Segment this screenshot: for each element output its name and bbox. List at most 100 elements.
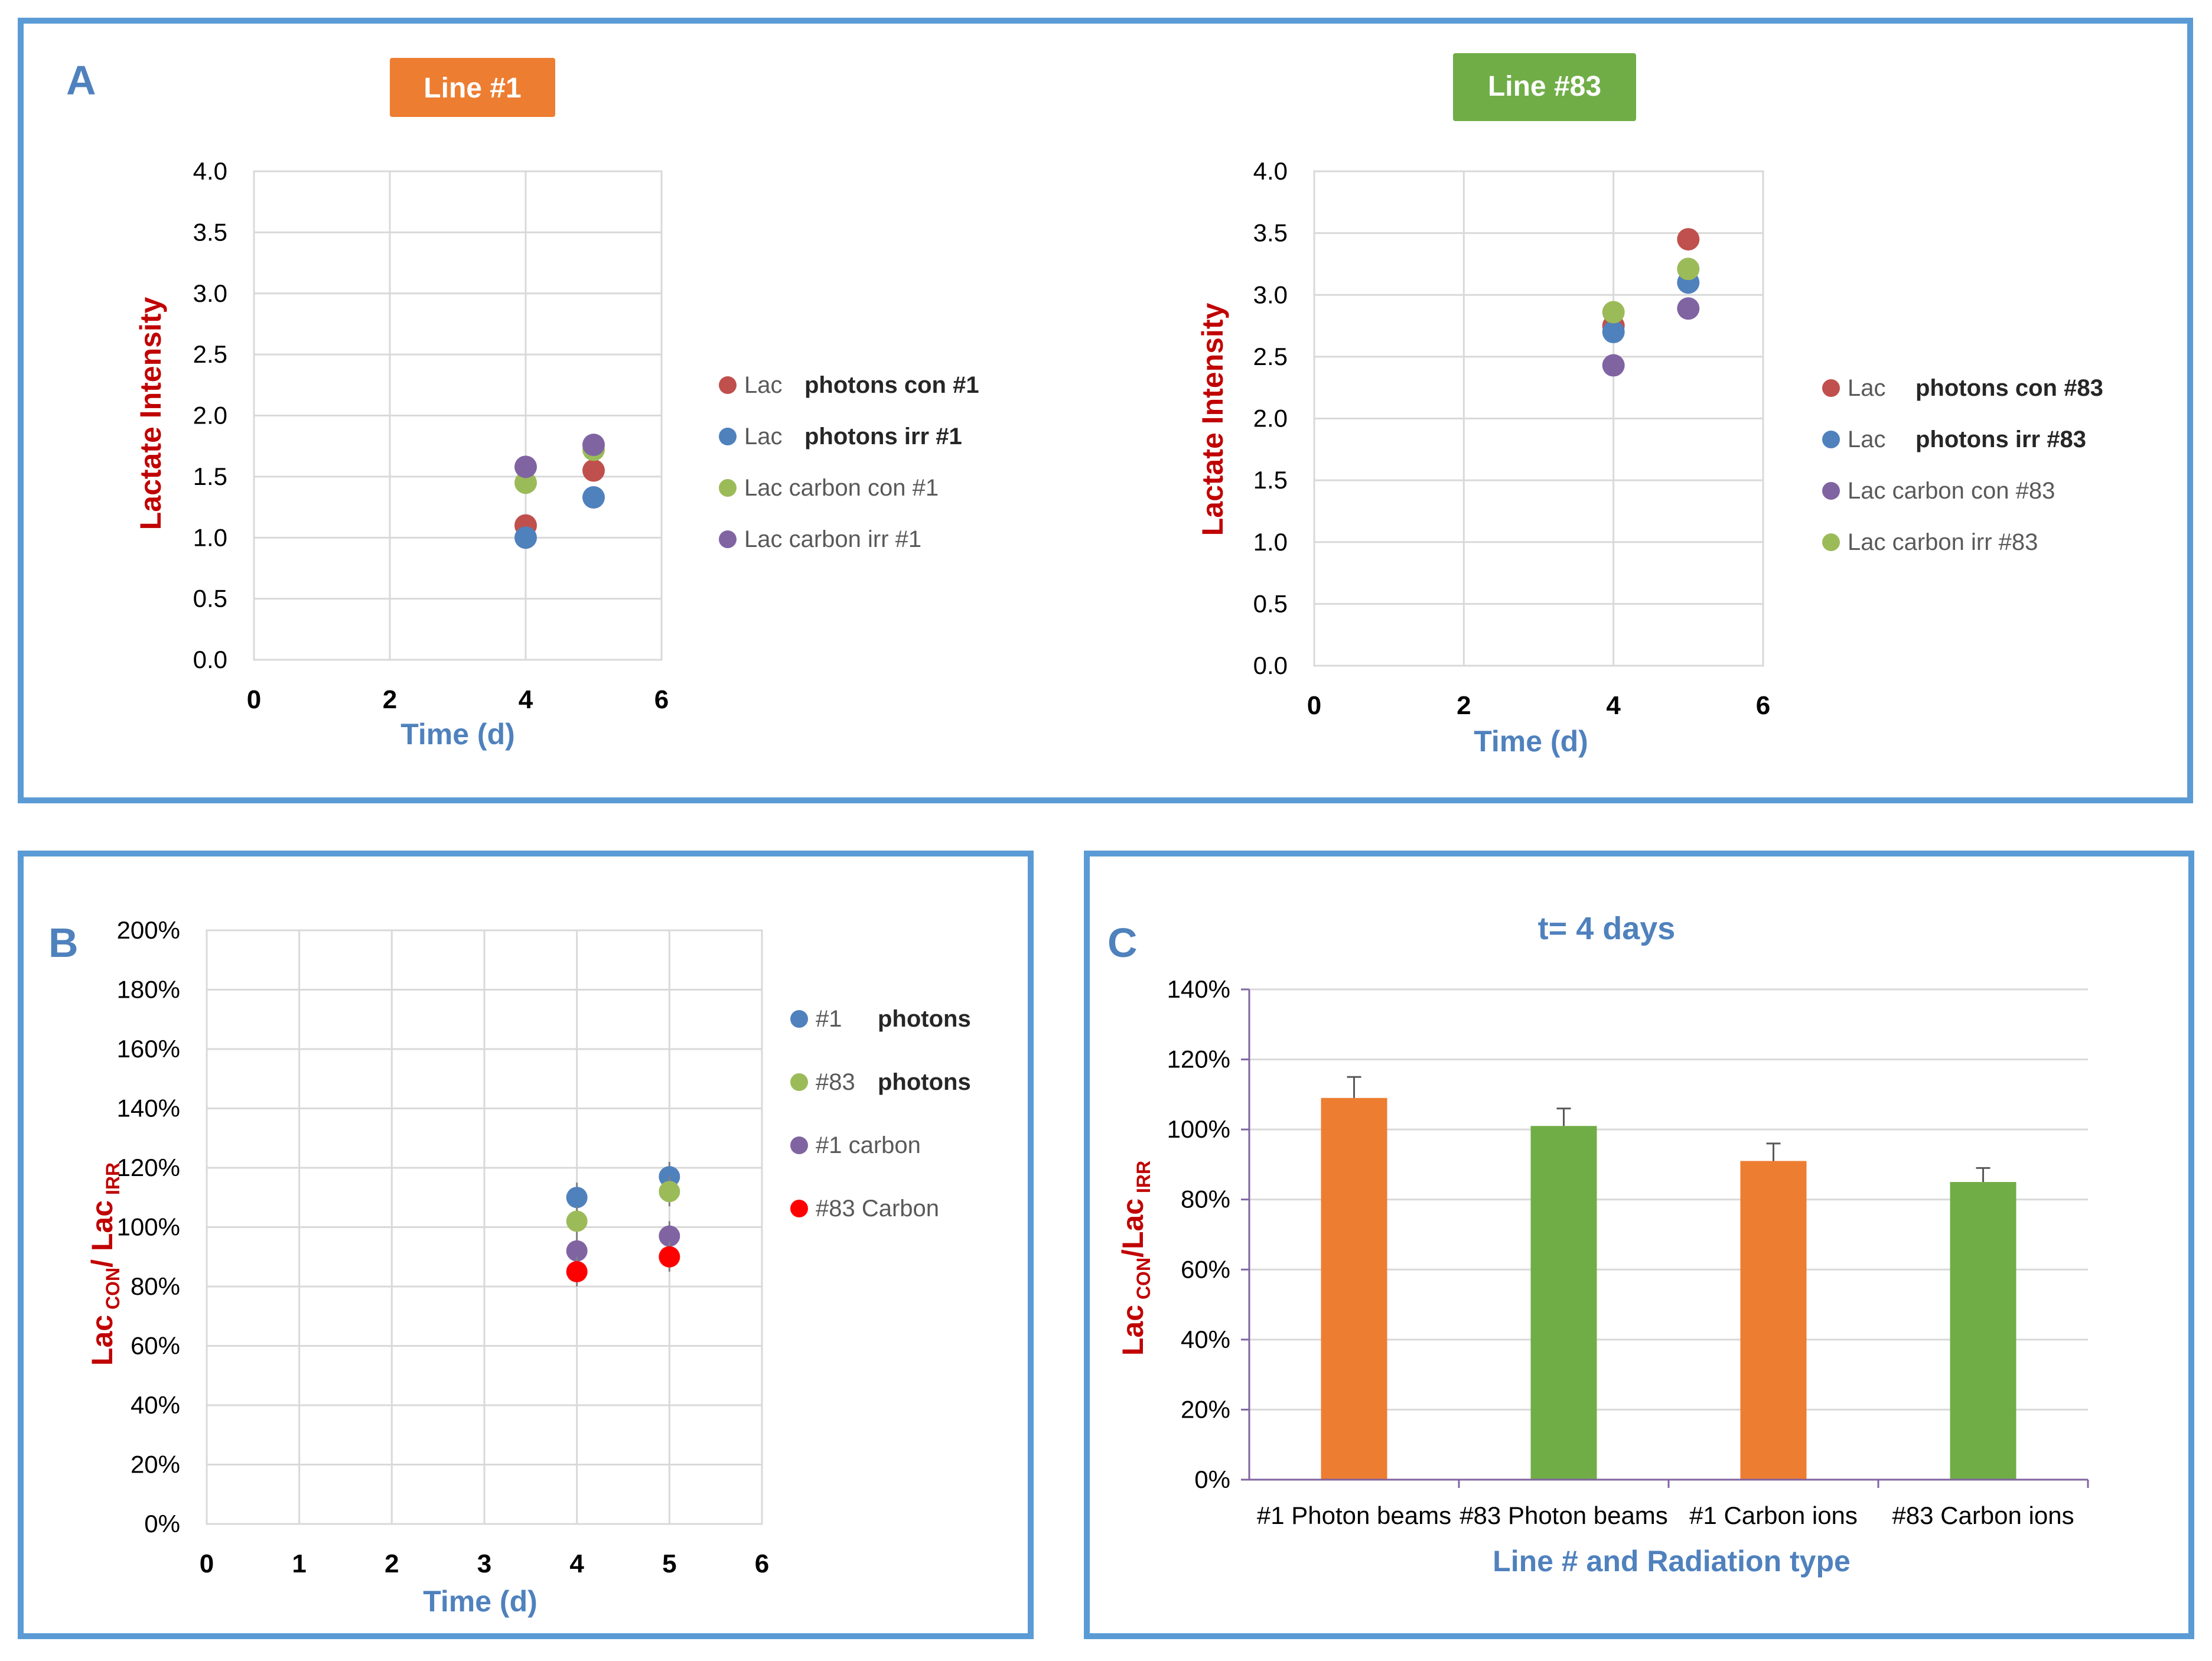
y-tick-label: 100% [1167, 1115, 1230, 1143]
svg-text:Lac CON/Lac IRR: Lac CON/Lac IRR [1116, 1161, 1154, 1356]
data-point-lac-carbon-irr-83 [1602, 301, 1625, 324]
legend-marker [719, 530, 737, 548]
data-point-lac-carbon-irr-83 [1677, 258, 1700, 281]
data-point-1-photons [566, 1187, 588, 1209]
x-tick-label: 6 [755, 1549, 769, 1578]
x-tick-label: 6 [1756, 691, 1770, 720]
plot-frame [206, 929, 763, 1525]
legend-marker [1822, 379, 1840, 397]
x-axis-title-ratio-time: Time (d) [423, 1585, 537, 1618]
data-point-lac-photons-irr-83 [1602, 321, 1625, 344]
legend-marker [719, 479, 737, 497]
legend-label: Lac carbon con #1 [744, 475, 939, 501]
y-tick-label: 2.5 [193, 340, 227, 368]
x-tick-label: 4 [569, 1549, 584, 1578]
panel-c-label: C [1107, 920, 1138, 966]
y-tick-label: 60% [131, 1332, 180, 1360]
y-tick-label: 0.0 [193, 646, 227, 673]
panel-b-label: B [48, 920, 79, 966]
bar-1-carbon-ions [1740, 1161, 1807, 1480]
legend-prefix: Lac [1848, 426, 1886, 452]
legend-marker [790, 1010, 808, 1028]
plot-area-t4: 0% 20% 40% 60% 80% 100% 120% 140% #1 Photon beam… [1167, 975, 2089, 1529]
y-tick-label: 200% [117, 916, 180, 944]
y-tick-label: 20% [131, 1451, 180, 1478]
y-tick-label: 2.0 [1253, 405, 1288, 432]
legend-marker [1822, 533, 1840, 551]
y-axis-title-t4: Lac CON/Lac IRR [1116, 1161, 1154, 1356]
plot-frame [253, 170, 663, 661]
y-tick-label: 1.5 [1253, 466, 1288, 494]
x-tick-label: 5 [662, 1549, 676, 1578]
x-tick-label: 3 [477, 1549, 491, 1578]
x-tick-label: 2 [1457, 691, 1471, 720]
y-tick-label: 4.0 [1253, 157, 1288, 185]
x-tick-label: 1 [292, 1549, 306, 1578]
y-tick-label: 4.0 [193, 157, 227, 185]
panel-b: B 0 1 2 3 4 5 6 0% 20% 40% 60% 80% 100% 120% 140% 160% 1… [18, 851, 1034, 1639]
bar-83-photon-beams [1530, 1126, 1597, 1480]
bar-1-photon-beams [1321, 1097, 1387, 1480]
data-point-83-carbon [566, 1261, 588, 1282]
panel-b-canvas: B 0 1 2 3 4 5 60%20%40%60%80%100%120%140%160%1… [48, 916, 971, 1618]
data-point-1-carbon [566, 1240, 588, 1262]
panel-c-canvas: C t= 4 days 0% 20% 40% 60% 80% 100% 120% 140% #1… [1107, 911, 2089, 1578]
x-category-label: #1 Carbon ions [1689, 1502, 1858, 1529]
x-category-label: #1 Photon beams [1257, 1502, 1451, 1529]
data-point-lac-photons-con-1 [582, 459, 605, 482]
legend-label: Lac carbon irr #1 [744, 526, 921, 552]
y-tick-label: 1.0 [1253, 528, 1288, 556]
chart-line-1: Line #1 0 2 4 60.00.51.01.52.02.53.03.54.0 … [134, 58, 979, 751]
panel-a: A Line #1 0 2 4 6 0.0 0.5 1.0 1.5 2.0 2.5 3.0 3.5 4.… [18, 18, 2193, 803]
y-tick-label: 1.0 [193, 523, 227, 551]
legend-label: #1 carbon [816, 1132, 921, 1158]
y-tick-label: 3.5 [193, 218, 227, 246]
legend-label: photons irr #83 [1915, 426, 2086, 452]
y-tick-label: 140% [117, 1095, 180, 1122]
y-tick-label: 20% [1181, 1395, 1230, 1423]
data-point-lac-photons-irr-1 [514, 526, 537, 549]
data-point-lac-carbon-con-83 [1602, 354, 1625, 377]
legend-prefix: Lac [744, 372, 783, 398]
y-tick-label: 2.0 [193, 402, 227, 429]
panel-c: C t= 4 days 0% 20% 40% 60% 80% 100% 120% 140% #1… [1084, 851, 2194, 1639]
data-point-lac-carbon-con-1 [514, 471, 537, 494]
legend-label: photons con #83 [1915, 375, 2103, 401]
legend-marker [790, 1073, 808, 1091]
y-axis-title-line-1: Lactate Intensity [134, 297, 167, 530]
y-tick-label: 180% [117, 976, 180, 1004]
legend-prefix: Lac [1848, 375, 1886, 401]
data-point-lac-photons-irr-1 [582, 486, 605, 509]
x-tick-label: 4 [1606, 691, 1621, 720]
legend-line-83: Lac photons con #83 Lac photons irr #83 Lac … [1822, 375, 2103, 555]
x-tick-label: 0 [200, 1549, 214, 1578]
x-tick-label: 2 [383, 685, 397, 714]
data-point-lac-carbon-con-83 [1677, 297, 1700, 320]
legend-prefix: #1 [816, 1006, 842, 1032]
data-point-lac-photons-con-83 [1677, 228, 1700, 251]
y-tick-label: 3.5 [1253, 219, 1288, 247]
data-point-1-photons [659, 1166, 680, 1188]
y-tick-label: 40% [131, 1391, 180, 1419]
data-point-lac-carbon-irr-1 [514, 455, 537, 478]
data-point-83-photons [659, 1181, 680, 1203]
x-axis-title-line-83: Time (d) [1474, 725, 1588, 758]
chart-ratio-time: 0 1 2 3 4 5 60%20%40%60%80%100%120%140%160%180… [86, 916, 971, 1618]
legend-label: photons [878, 1069, 971, 1095]
y-tick-label: 140% [1167, 975, 1230, 1003]
legend-label: photons [878, 1006, 971, 1032]
y-tick-label: 0.5 [1253, 590, 1288, 617]
data-point-83-carbon [659, 1246, 680, 1268]
y-tick-label: 160% [117, 1035, 180, 1063]
chart-line-83: Line #83 0 2 4 6 0.0 0.5 1.0 1.5 2.0 2.5 3.0 3.5 4.0… [1196, 53, 2103, 758]
badge-line-83-text: Line #83 [1488, 71, 1601, 102]
legend-label: Lac carbon irr #83 [1848, 529, 2038, 555]
y-tick-label: 60% [1181, 1255, 1230, 1283]
y-tick-label: 1.5 [193, 463, 227, 490]
y-tick-label: 120% [1167, 1046, 1230, 1073]
x-axis-title-t4: Line # and Radiation type [1493, 1545, 1851, 1578]
plot-area-line-83: 0 2 4 6 0.0 0.5 1.0 1.5 2.0 2.5 3.0 3.5 4.0 [1253, 157, 1771, 720]
y-tick-label: 80% [1181, 1186, 1230, 1213]
legend-label: #83 Carbon [816, 1196, 939, 1222]
plot-frame [1313, 170, 1764, 667]
